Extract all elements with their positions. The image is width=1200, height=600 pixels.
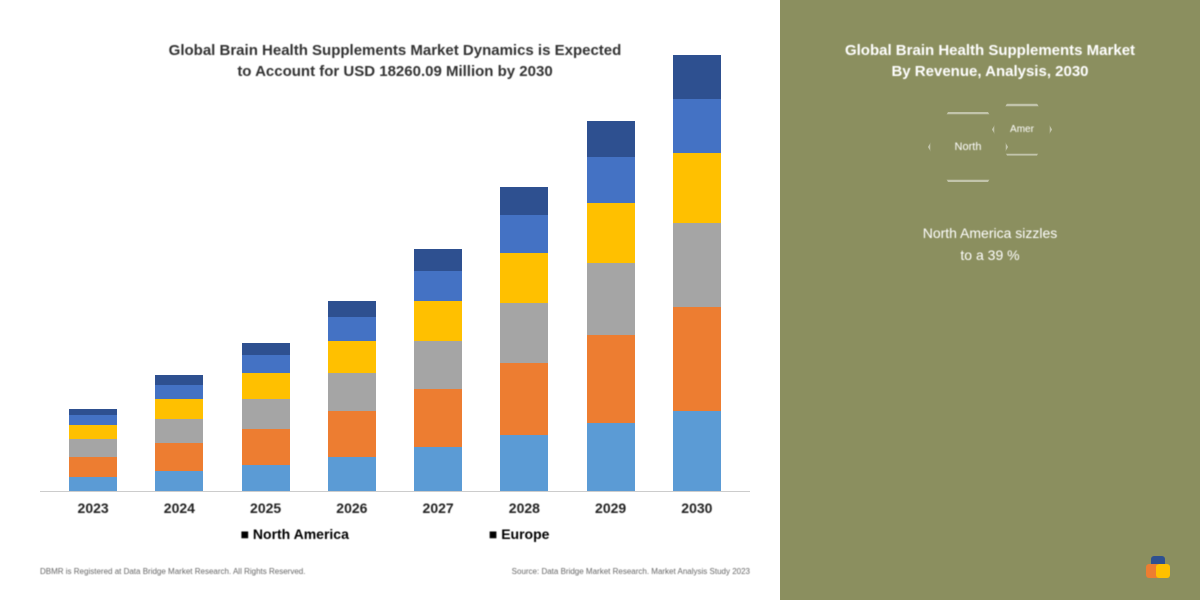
stacked-bar	[155, 375, 203, 491]
bar-segment	[414, 447, 462, 491]
right-title-line-2: By Revenue, Analysis, 2030	[891, 63, 1088, 80]
bar-segment	[673, 223, 721, 307]
title-line-2: to Account for USD 18260.09 Million by 2…	[237, 63, 552, 80]
bar-segment	[673, 153, 721, 223]
bar-segment	[500, 215, 548, 253]
x-axis-label: 2026	[317, 500, 387, 516]
stacked-bar	[414, 249, 462, 491]
bar-segment	[328, 373, 376, 411]
bar-segment	[242, 429, 290, 465]
bar-segment	[414, 301, 462, 341]
bar-segment	[587, 157, 635, 203]
bar-segment	[587, 263, 635, 335]
stacked-bar	[328, 301, 376, 491]
footnote-right: Source: Data Bridge Market Research. Mar…	[512, 567, 750, 576]
bar-segment	[500, 303, 548, 363]
bar-segment	[155, 385, 203, 399]
bar-segment	[414, 249, 462, 271]
bar-segment	[587, 335, 635, 423]
bar-segment	[328, 301, 376, 317]
bar-segment	[69, 425, 117, 439]
title-line-1: Global Brain Health Supplements Market D…	[169, 42, 622, 59]
bar-group	[317, 301, 387, 491]
x-axis-label: 2030	[662, 500, 732, 516]
bar-segment	[69, 415, 117, 425]
chart-area	[40, 112, 750, 492]
footnotes: DBMR is Registered at Data Bridge Market…	[40, 567, 750, 576]
footnote-left: DBMR is Registered at Data Bridge Market…	[40, 567, 305, 576]
bar-segment	[587, 121, 635, 157]
bar-segment	[500, 187, 548, 215]
x-axis-label: 2023	[58, 500, 128, 516]
bar-segment	[673, 411, 721, 491]
bar-segment	[500, 253, 548, 303]
x-axis-labels: 2023 2024 2025 2026 2027 2028 2029 2030	[40, 492, 750, 516]
hexagon-large: North	[928, 112, 1008, 182]
bar-segment	[500, 363, 548, 435]
brand-logo	[1146, 556, 1170, 580]
stacked-bar	[500, 187, 548, 491]
bar-group	[662, 55, 732, 491]
bar-group	[58, 409, 128, 491]
bar-segment	[242, 465, 290, 491]
right-subtitle-line-1: North America sizzles	[923, 225, 1058, 241]
chart-panel: Global Brain Health Supplements Market D…	[0, 0, 780, 600]
legend-label: ■ Europe	[489, 526, 550, 542]
bar-segment	[414, 341, 462, 389]
bar-segment	[155, 375, 203, 385]
bar-segment	[155, 443, 203, 471]
bar-segment	[587, 203, 635, 263]
bar-segment	[673, 99, 721, 153]
bar-segment	[328, 411, 376, 457]
bar-segment	[242, 355, 290, 373]
hexagon-group: North Amer	[810, 112, 1170, 182]
bar-segment	[328, 457, 376, 491]
right-subtitle-line-2: to a 39 %	[960, 247, 1019, 263]
legend-item: ■ Europe	[489, 526, 550, 542]
bar-segment	[328, 317, 376, 341]
right-title-line-1: Global Brain Health Supplements Market	[845, 42, 1135, 59]
bar-group	[144, 375, 214, 491]
stacked-bar	[242, 343, 290, 491]
logo-shape-3	[1156, 564, 1170, 578]
bar-group	[231, 343, 301, 491]
legend-item: ■ North America	[241, 526, 349, 542]
chart-title: Global Brain Health Supplements Market D…	[40, 40, 750, 82]
x-axis-label: 2028	[489, 500, 559, 516]
bar-segment	[414, 389, 462, 447]
bar-segment	[673, 307, 721, 411]
x-axis-label: 2024	[144, 500, 214, 516]
stacked-bar	[587, 121, 635, 491]
bar-segment	[414, 271, 462, 301]
chart-legend: ■ North America ■ Europe	[40, 526, 750, 542]
bar-segment	[155, 419, 203, 443]
bar-segment	[242, 343, 290, 355]
bar-group	[403, 249, 473, 491]
x-axis-label: 2025	[231, 500, 301, 516]
bar-segment	[69, 439, 117, 457]
bar-segment	[69, 477, 117, 491]
bar-segment	[242, 399, 290, 429]
bar-segment	[242, 373, 290, 399]
stacked-bar	[69, 409, 117, 491]
x-axis-label: 2027	[403, 500, 473, 516]
bar-segment	[155, 471, 203, 491]
legend-label: ■ North America	[241, 526, 349, 542]
right-title: Global Brain Health Supplements Market B…	[810, 40, 1170, 82]
x-axis-label: 2029	[576, 500, 646, 516]
bar-segment	[69, 457, 117, 477]
bar-segment	[155, 399, 203, 419]
right-panel: Global Brain Health Supplements Market B…	[780, 0, 1200, 600]
bar-segment	[587, 423, 635, 491]
bar-group	[576, 121, 646, 491]
bar-segment	[328, 341, 376, 373]
bar-group	[489, 187, 559, 491]
stacked-bar	[673, 55, 721, 491]
bar-segment	[500, 435, 548, 491]
right-subtitle: North America sizzles to a 39 %	[810, 222, 1170, 267]
